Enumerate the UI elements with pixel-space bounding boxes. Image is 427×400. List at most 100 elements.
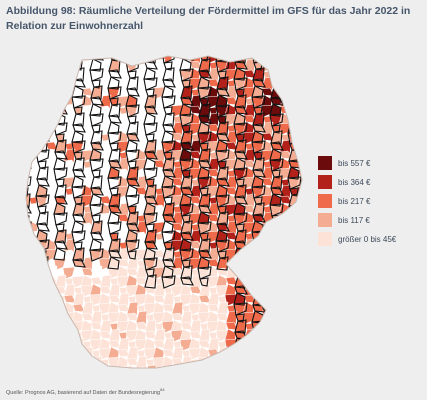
district-region	[317, 305, 325, 313]
source-text: Quelle: Prognos AG, basierend auf Daten …	[6, 389, 161, 396]
gfs-region-border	[197, 76, 210, 90]
gfs-region-border	[234, 229, 247, 244]
gfs-region-border	[306, 185, 317, 197]
district-region	[72, 292, 85, 307]
district-region	[135, 56, 149, 61]
gfs-region-border	[143, 257, 158, 271]
gfs-region-border	[217, 160, 227, 170]
gfs-region-border	[307, 257, 318, 270]
district-region	[287, 346, 300, 360]
district-region	[153, 328, 166, 343]
gfs-region-border	[179, 68, 194, 82]
gfs-region-border	[306, 60, 319, 72]
district-region	[35, 284, 50, 298]
district-region	[63, 328, 76, 343]
gfs-region-border	[234, 195, 248, 205]
gfs-region-border	[108, 204, 122, 214]
gfs-region-border	[162, 67, 175, 82]
gfs-region-border	[253, 241, 263, 251]
district-region	[26, 238, 31, 253]
district-region	[80, 364, 93, 368]
district-region	[28, 331, 38, 341]
gfs-region-border	[197, 211, 210, 225]
gfs-region-border	[180, 186, 194, 196]
district-region	[288, 249, 302, 259]
district-region	[315, 329, 325, 341]
gfs-region-border	[26, 142, 29, 152]
district-region	[261, 222, 275, 232]
district-region	[206, 355, 219, 368]
district-region	[280, 223, 290, 233]
map-svg	[25, 55, 325, 369]
gfs-region-border	[233, 157, 246, 171]
district-region	[270, 355, 283, 368]
gfs-region-border	[35, 104, 50, 118]
gfs-region-border	[71, 95, 86, 109]
gfs-region-border	[180, 96, 194, 106]
gfs-region-border	[180, 175, 193, 190]
gfs-region-border	[108, 103, 121, 118]
gfs-region-border	[234, 105, 248, 115]
district-region	[252, 337, 265, 352]
gfs-region-border	[215, 94, 228, 108]
gfs-region-border	[107, 86, 122, 100]
district-region	[26, 256, 30, 270]
district-region	[297, 78, 302, 88]
gfs-region-border	[126, 222, 140, 232]
gfs-region-border	[198, 103, 211, 118]
source-note: Quelle: Prognos AG, basierend auf Daten …	[6, 387, 165, 396]
gfs-region-border	[270, 130, 283, 145]
district-region	[126, 346, 139, 361]
gfs-region-border	[288, 103, 301, 118]
gfs-region-border	[233, 202, 246, 216]
gfs-region-border	[35, 59, 50, 73]
district-region	[270, 321, 284, 331]
gfs-region-border	[235, 178, 245, 188]
gfs-region-border	[181, 169, 191, 179]
gfs-region-border	[306, 330, 319, 342]
gfs-region-border	[26, 166, 30, 180]
district-region	[260, 229, 273, 243]
gfs-region-border	[308, 296, 316, 304]
gfs-region-border	[270, 175, 283, 190]
district-region	[26, 232, 29, 242]
gfs-region-border	[125, 104, 140, 118]
district-region	[298, 241, 302, 251]
gfs-region-border	[251, 56, 266, 64]
gfs-region-border	[233, 257, 248, 271]
district-region	[296, 130, 302, 144]
gfs-region-border	[199, 142, 209, 152]
district-region	[280, 268, 290, 278]
gfs-region-border	[197, 176, 212, 190]
gfs-region-border	[253, 286, 263, 296]
gfs-region-border	[26, 56, 29, 62]
district-region	[53, 337, 66, 351]
district-region	[315, 284, 325, 296]
district-region	[36, 76, 49, 91]
district-region	[62, 346, 75, 360]
germany-district-map	[20, 52, 325, 372]
district-region	[28, 286, 38, 296]
gfs-region-border	[270, 220, 283, 235]
gfs-region-border	[289, 232, 299, 242]
district-region	[26, 97, 29, 107]
district-region	[99, 274, 112, 289]
district-region	[26, 311, 32, 325]
district-region	[261, 256, 274, 271]
district-region	[162, 337, 175, 352]
district-region	[170, 364, 183, 368]
gfs-region-border	[90, 220, 103, 235]
gfs-region-border	[306, 230, 317, 242]
gfs-region-border	[271, 169, 281, 179]
district-region	[316, 142, 325, 150]
district-region	[45, 366, 59, 368]
gfs-region-border	[108, 249, 122, 259]
gfs-region-border	[26, 86, 32, 100]
district-region	[37, 295, 47, 305]
gfs-region-border	[26, 221, 32, 235]
gfs-region-border	[161, 56, 176, 64]
district-region	[296, 275, 302, 289]
district-region	[135, 265, 148, 280]
map-legend: bis 557 € bis 364 € bis 217 € bis 117 € …	[318, 155, 418, 250]
district-region	[317, 125, 325, 133]
